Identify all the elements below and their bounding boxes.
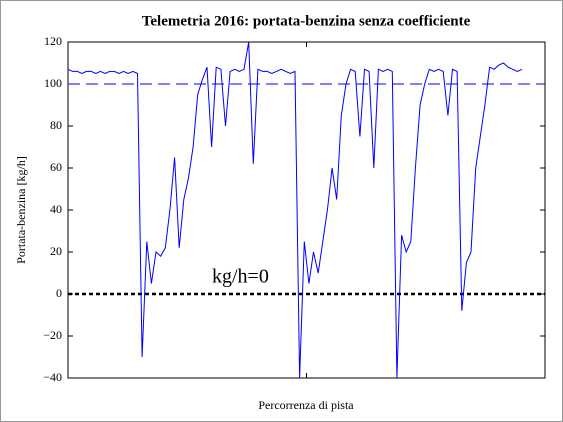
- y-tick-label: −40: [43, 370, 62, 384]
- y-tick-label: 60: [50, 160, 62, 174]
- y-tick-label: 80: [50, 118, 62, 132]
- y-axis-label: Portata-benzina [kg/h]: [14, 156, 28, 264]
- chart-title: Telemetria 2016: portata-benzina senza c…: [142, 13, 471, 29]
- y-tick-label: 120: [44, 34, 62, 48]
- y-tick-label: 20: [50, 244, 62, 258]
- x-axis-label: Percorrenza di pista: [258, 398, 354, 412]
- plot-area: [67, 41, 546, 379]
- data-line: [67, 41, 523, 379]
- y-tick-label: 0: [56, 286, 62, 300]
- y-tick-label: −20: [43, 328, 62, 342]
- y-tick-label: 100: [44, 76, 62, 90]
- y-tick-label: 40: [50, 202, 62, 216]
- annotation: kg/h=0: [212, 266, 269, 288]
